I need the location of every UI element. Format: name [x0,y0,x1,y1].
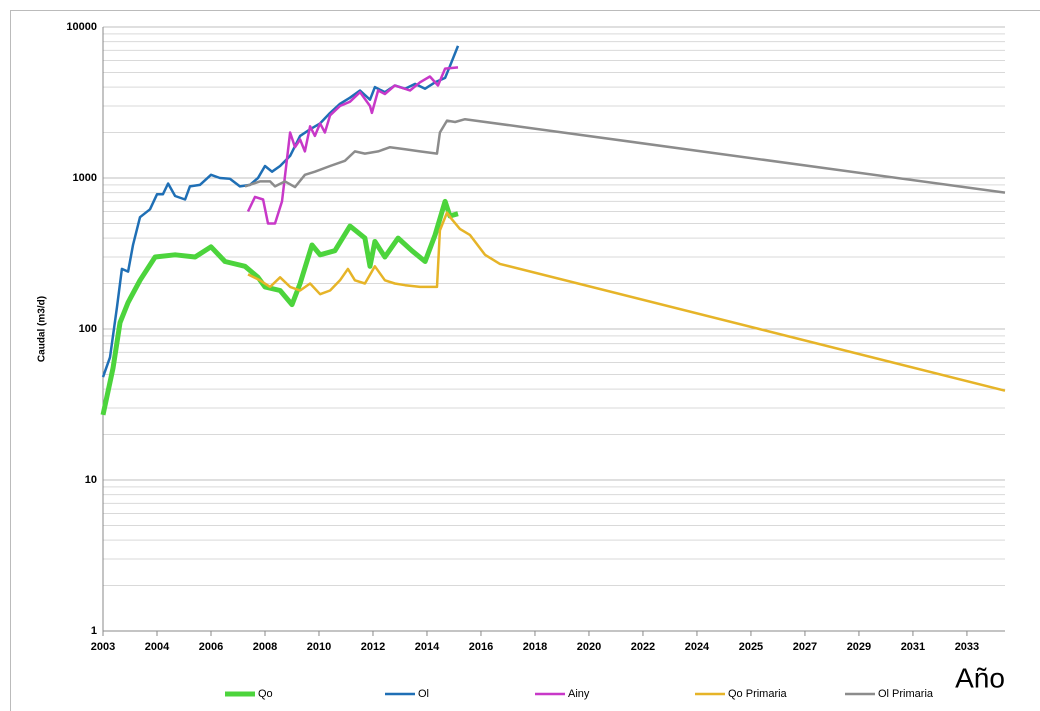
series-line [247,211,1006,392]
series-line [244,117,1006,194]
x-tick-label: 2012 [361,641,385,653]
y-tick-label: 100 [79,323,97,335]
x-tick-label: 2018 [523,641,547,653]
y-tick-label: 1 [91,625,97,637]
x-tick-label: 2016 [469,641,493,653]
legend-label: Ainy [568,688,590,700]
x-tick-label: 2031 [901,641,925,653]
x-tick-label: 2024 [685,641,710,653]
legend-label: Qo Primaria [728,688,788,700]
x-tick-label: 2025 [739,641,763,653]
x-tick-label: 2027 [793,641,817,653]
x-tick-label: 2010 [307,641,331,653]
x-tick-label: 2008 [253,641,277,653]
chart-border [10,10,1040,711]
y-tick-label: 10000 [66,21,97,33]
x-tick-label: 2014 [415,641,440,653]
legend-label: Ol [418,688,429,700]
x-tick-label: 2033 [955,641,979,653]
legend-label: Qo [258,688,273,700]
x-tick-label: 2006 [199,641,223,653]
x-tick-label: 2020 [577,641,601,653]
y-axis-label: Caudal (m3/d) [37,296,48,362]
series-line [100,198,459,416]
x-tick-label: 2004 [145,641,170,653]
y-tick-label: 10 [85,474,97,486]
x-tick-label: 2029 [847,641,871,653]
y-tick-label: 1000 [73,172,97,184]
x-tick-label: 2022 [631,641,655,653]
legend-label: Ol Primaria [878,688,934,700]
x-tick-label: 2003 [91,641,115,653]
series-line [246,66,459,225]
x-axis-label: Año [955,662,1005,693]
